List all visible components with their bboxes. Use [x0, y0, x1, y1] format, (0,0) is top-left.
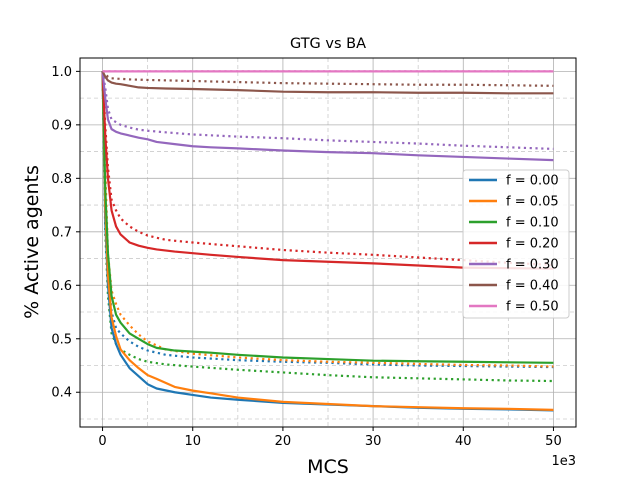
y-tick-label: 0.9	[51, 118, 72, 133]
series-line-solid	[101, 71, 554, 411]
y-tick-label: 0.8	[51, 172, 72, 187]
x-axis-label: MCS	[307, 456, 349, 478]
x-axis-offset-label: 1e3	[551, 454, 576, 469]
x-tick-label: 40	[455, 434, 472, 449]
y-axis-label: % Active agents	[21, 165, 43, 319]
x-tick-label: 0	[98, 434, 106, 449]
legend-label: f = 0.40	[506, 279, 559, 294]
y-tick-label: 0.7	[51, 225, 72, 240]
legend-label: f = 0.30	[506, 258, 559, 273]
legend-label: f = 0.20	[506, 237, 559, 252]
series-line-dotted	[101, 71, 554, 151]
legend-box	[462, 169, 570, 319]
series-line-solid	[101, 71, 554, 162]
series-line-solid	[101, 70, 554, 95]
series-line-dotted	[101, 71, 554, 383]
x-tick-label: 20	[275, 434, 292, 449]
legend-label: f = 0.00	[506, 174, 559, 189]
axis-ticks: 0 10 20 30 40 50 0.4 0.5 0.6 0.7 0.8 0.9 1.0	[51, 65, 561, 449]
legend: f = 0.00 f = 0.05 f = 0.10 f = 0.20 f = 0.30…	[462, 169, 570, 319]
legend-label: f = 0.05	[506, 195, 559, 210]
legend-label: f = 0.10	[506, 216, 559, 231]
x-tick-label: 30	[365, 434, 382, 449]
y-tick-label: 0.6	[51, 279, 72, 294]
series-line-dotted	[101, 71, 554, 267]
series-line-solid	[101, 71, 554, 364]
y-tick-label: 1.0	[51, 65, 72, 80]
y-tick-label: 0.4	[51, 386, 72, 401]
plot-frame	[79, 57, 577, 428]
x-tick-label: 50	[545, 434, 562, 449]
series-lines	[101, 70, 554, 412]
series-line-solid	[101, 71, 554, 270]
y-tick-label: 0.5	[51, 332, 72, 347]
chart-title: GTG vs BA	[290, 36, 366, 52]
x-tick-label: 10	[184, 434, 201, 449]
legend-label: f = 0.50	[506, 300, 559, 315]
